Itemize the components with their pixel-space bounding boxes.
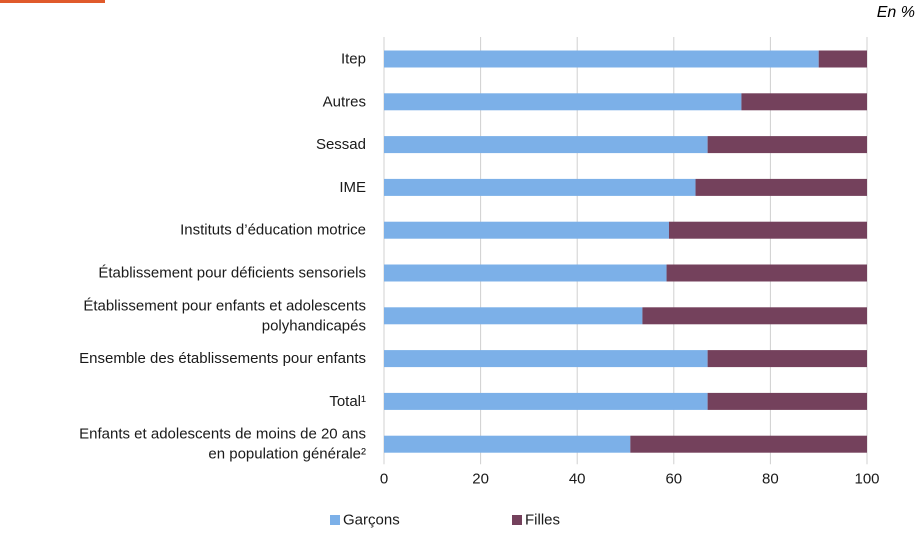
category-label-0: Itep [341, 51, 366, 68]
bar-garcons-0 [384, 50, 819, 68]
category-label-9-line-0: Enfants et adolescents de moins de 20 an… [79, 426, 366, 443]
bar-filles-4 [668, 221, 867, 239]
x-tick-label-2: 40 [569, 471, 586, 488]
category-label-5: Établissement pour déficients sensoriels [98, 265, 366, 282]
bar-filles-2 [707, 136, 867, 154]
bar-garcons-6 [384, 307, 643, 325]
x-tick-label-0: 0 [380, 471, 388, 488]
bar-garcons-4 [384, 221, 669, 239]
x-tick-label-3: 60 [665, 471, 682, 488]
category-label-7: Ensemble des établissements pour enfants [79, 350, 366, 367]
unit-label: En % [876, 4, 915, 21]
bar-garcons-9 [384, 435, 631, 453]
x-axis-tick-labels: 0 20 40 60 80 100 [380, 471, 880, 488]
legend-swatch-filles [512, 515, 522, 525]
bar-filles-3 [695, 178, 867, 196]
legend-label-filles: Filles [525, 512, 560, 529]
bar-filles-0 [818, 50, 867, 68]
x-tick-label-1: 20 [472, 471, 489, 488]
bar-filles-5 [666, 264, 867, 282]
category-label-4: Instituts d’éducation motrice [180, 222, 366, 239]
category-label-1: Autres [323, 93, 366, 110]
legend: Garçons Filles [330, 512, 560, 529]
category-label-2: Sessad [316, 136, 366, 153]
bar-garcons-5 [384, 264, 667, 282]
x-tick-label-4: 80 [762, 471, 779, 488]
x-tick-label-5: 100 [854, 471, 879, 488]
category-label-8: Total¹ [329, 393, 366, 410]
category-label-9-line-1: en population générale² [208, 446, 366, 463]
bar-garcons-1 [384, 93, 742, 111]
category-label-6-line-1: polyhandicapés [262, 317, 366, 334]
bars [384, 50, 867, 453]
bar-filles-6 [642, 307, 867, 325]
bar-filles-1 [741, 93, 867, 111]
header-accent-bar [0, 0, 105, 3]
category-label-6-line-0: Établissement pour enfants et adolescent… [83, 297, 366, 314]
category-label-3: IME [339, 179, 366, 196]
bar-garcons-8 [384, 392, 708, 410]
legend-swatch-garcons [330, 515, 340, 525]
bar-filles-8 [707, 392, 867, 410]
bar-garcons-2 [384, 136, 708, 154]
legend-label-garcons: Garçons [343, 512, 400, 529]
bar-filles-9 [630, 435, 867, 453]
bar-garcons-3 [384, 178, 696, 196]
bar-garcons-7 [384, 350, 708, 368]
category-labels: Itep Autres Sessad IME Instituts d’éducation… [79, 51, 366, 463]
bar-filles-7 [707, 350, 867, 368]
